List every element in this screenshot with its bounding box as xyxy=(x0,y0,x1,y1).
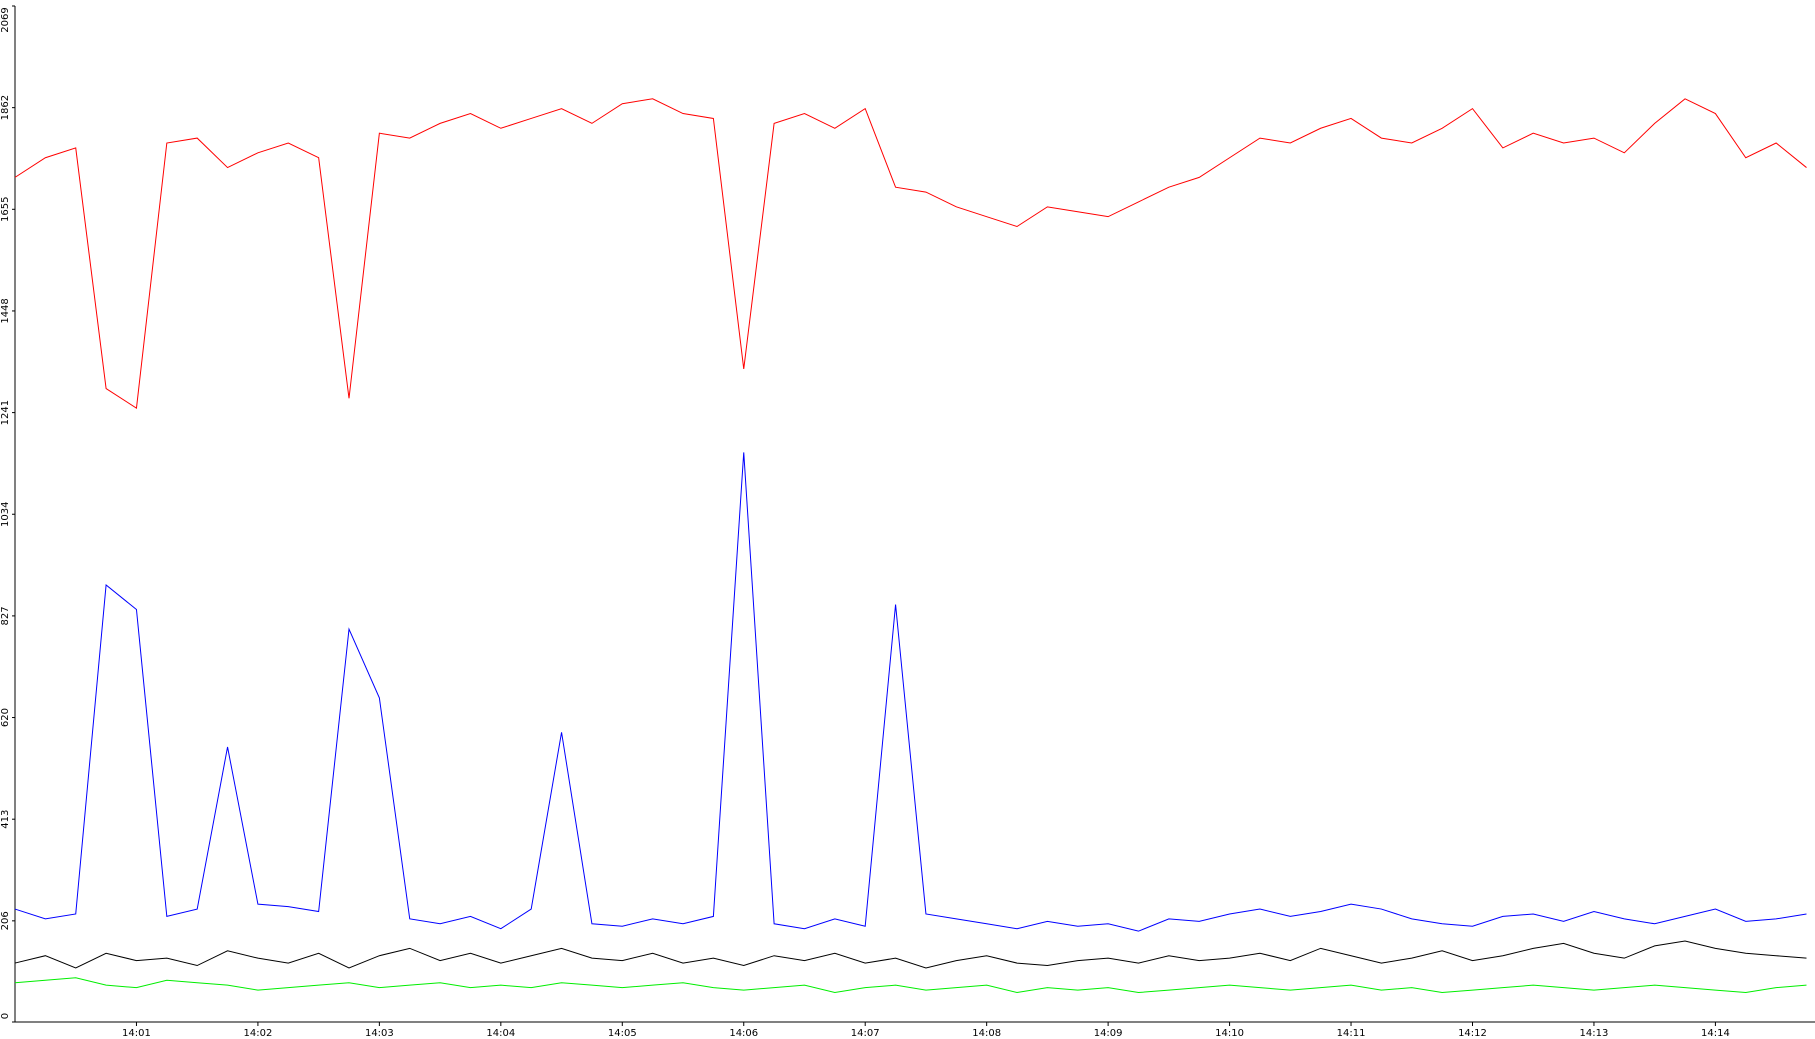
y-tick-label: 827 xyxy=(0,606,11,625)
y-tick-label: 1862 xyxy=(0,95,11,120)
x-tick-label: 14:07 xyxy=(851,1028,880,1039)
x-tick-label: 14:01 xyxy=(122,1028,151,1039)
y-tick-label: 620 xyxy=(0,708,11,727)
x-tick-label: 14:03 xyxy=(365,1028,394,1039)
y-tick-label: 413 xyxy=(0,810,11,829)
x-tick-label: 14:14 xyxy=(1701,1028,1730,1039)
x-tick-label: 14:13 xyxy=(1580,1028,1609,1039)
y-tick-label: 1448 xyxy=(0,298,11,323)
series-line xyxy=(14,98,1807,410)
x-tick-label: 14:08 xyxy=(972,1028,1001,1039)
x-tick-label: 14:11 xyxy=(1337,1028,1366,1039)
series-line xyxy=(14,977,1807,994)
y-tick-label: 2069 xyxy=(0,7,11,32)
y-tick-label: 1034 xyxy=(0,502,11,527)
y-tick-label: 1241 xyxy=(0,400,11,425)
x-tick-label: 14:09 xyxy=(1094,1028,1123,1039)
x-tick-label: 14:05 xyxy=(608,1028,637,1039)
x-tick-label: 14:06 xyxy=(729,1028,758,1039)
x-tick-label: 14:04 xyxy=(486,1028,515,1039)
y-tick-label: 0 xyxy=(0,1013,11,1019)
y-tick-label: 206 xyxy=(0,911,11,930)
series-line xyxy=(14,940,1807,969)
x-tick-label: 14:10 xyxy=(1215,1028,1244,1039)
x-tick-label: 14:12 xyxy=(1458,1028,1487,1039)
series-line xyxy=(14,452,1807,932)
y-tick-label: 1655 xyxy=(0,197,11,222)
x-tick-label: 14:02 xyxy=(244,1028,273,1039)
